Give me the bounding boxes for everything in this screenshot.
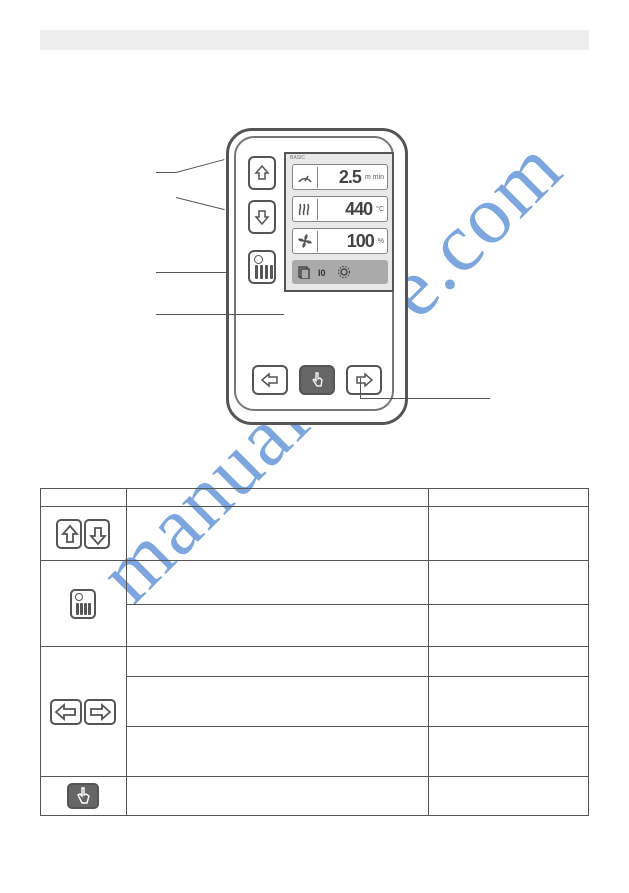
screen-mode-label: BASIC bbox=[290, 155, 305, 161]
fan-value: 100 bbox=[317, 231, 377, 252]
table-note-cell bbox=[429, 605, 589, 647]
leader-line bbox=[156, 172, 176, 173]
gear-footer-icon bbox=[336, 264, 352, 280]
leader-line bbox=[156, 314, 284, 315]
table-row bbox=[41, 777, 589, 816]
leader-line bbox=[156, 272, 226, 273]
device-illustration: BASIC 2.5 m min 440 °C bbox=[226, 128, 408, 425]
temp-unit: °C bbox=[375, 206, 387, 213]
heater-bars-icon bbox=[255, 265, 273, 279]
screen-footer: I0 bbox=[292, 260, 388, 284]
page-icon bbox=[296, 264, 312, 280]
fan-unit: % bbox=[377, 238, 387, 245]
screen-row-fan: 100 % bbox=[292, 228, 388, 254]
table-header-row bbox=[41, 489, 589, 507]
table-row bbox=[41, 507, 589, 561]
header-bar bbox=[40, 30, 589, 50]
table-desc-cell bbox=[126, 647, 428, 677]
table-icon-cell bbox=[41, 507, 127, 561]
table-note-cell bbox=[429, 507, 589, 561]
table-note-cell bbox=[429, 647, 589, 677]
arrow-left-icon bbox=[260, 372, 280, 388]
mini-up-button-icon bbox=[56, 519, 82, 549]
mini-select-button-icon bbox=[67, 783, 99, 809]
table-note-cell bbox=[429, 561, 589, 605]
table-note-cell bbox=[429, 677, 589, 727]
table-icon-cell bbox=[41, 647, 127, 777]
table-desc-cell bbox=[126, 561, 428, 605]
mini-down-button-icon bbox=[84, 519, 110, 549]
speed-unit: m min bbox=[364, 174, 387, 181]
svg-text:I0: I0 bbox=[318, 268, 326, 278]
screen-row-temp: 440 °C bbox=[292, 196, 388, 222]
table-header-cell bbox=[41, 489, 127, 507]
leader-line bbox=[176, 197, 225, 210]
table-row bbox=[41, 647, 589, 677]
table-note-cell bbox=[429, 727, 589, 777]
leader-line bbox=[360, 398, 490, 399]
mini-heat-button-icon bbox=[70, 589, 96, 619]
table-note-cell bbox=[429, 777, 589, 816]
fan-icon bbox=[293, 233, 317, 249]
table-icon-cell bbox=[41, 561, 127, 647]
table-desc-cell bbox=[126, 605, 428, 647]
display-screen: BASIC 2.5 m min 440 °C bbox=[284, 152, 394, 292]
io-icon: I0 bbox=[316, 264, 332, 280]
table-desc-cell bbox=[126, 677, 428, 727]
table-header-cell bbox=[429, 489, 589, 507]
table-header-cell bbox=[126, 489, 428, 507]
right-button bbox=[346, 365, 382, 395]
table-desc-cell bbox=[126, 727, 428, 777]
heat-icon bbox=[293, 201, 317, 217]
leader-line bbox=[360, 378, 361, 398]
left-button bbox=[252, 365, 288, 395]
screen-row-speed: 2.5 m min bbox=[292, 164, 388, 190]
function-table bbox=[40, 488, 589, 816]
arrow-up-icon bbox=[254, 164, 270, 182]
heat-button bbox=[248, 250, 276, 284]
leader-line bbox=[176, 159, 225, 173]
down-button bbox=[248, 200, 276, 234]
table-row bbox=[41, 561, 589, 605]
hand-pointer-icon bbox=[310, 371, 324, 389]
mini-left-button-icon bbox=[50, 699, 82, 725]
table-desc-cell bbox=[126, 777, 428, 816]
mini-right-button-icon bbox=[84, 699, 116, 725]
gauge-icon bbox=[293, 170, 317, 184]
power-circle-icon bbox=[254, 255, 263, 264]
temp-value: 440 bbox=[317, 199, 375, 220]
speed-value: 2.5 bbox=[317, 167, 364, 188]
up-button bbox=[248, 156, 276, 190]
arrow-right-icon bbox=[354, 372, 374, 388]
table-desc-cell bbox=[126, 507, 428, 561]
table-icon-cell bbox=[41, 777, 127, 816]
arrow-down-icon bbox=[254, 208, 270, 226]
select-button bbox=[299, 365, 335, 395]
